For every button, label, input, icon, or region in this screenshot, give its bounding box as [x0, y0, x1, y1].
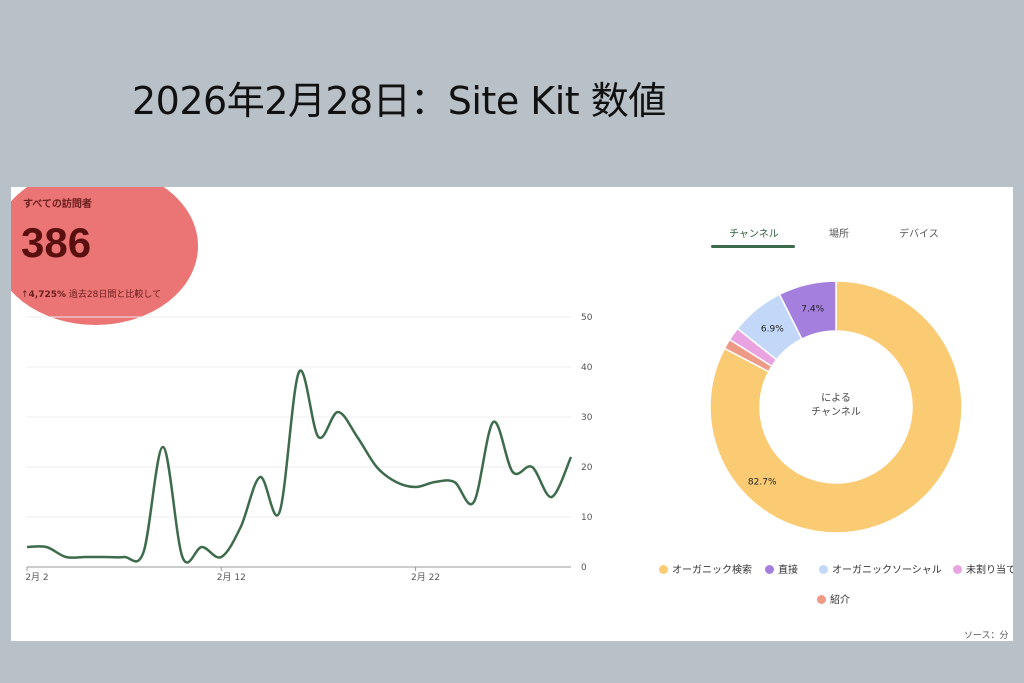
x-tick-label: 2月 22: [411, 572, 440, 583]
x-tick-label: 2月 2: [25, 572, 48, 583]
legend-item-referral[interactable]: 紹介: [817, 591, 850, 606]
legend-label: 紹介: [830, 595, 850, 606]
donut-center-label: チャンネル: [811, 406, 861, 418]
y-tick-label: 20: [581, 463, 593, 473]
legend-item-direct[interactable]: 直接: [765, 561, 798, 576]
analytics-card: すべての訪問者 386 ↑4,725% 過去28日間と比較して 0 10 20 30 4…: [11, 187, 1013, 641]
slice-value-label: 82.7%: [748, 478, 777, 488]
metric-change-pct: 4,725%: [28, 290, 67, 300]
line-chart: 0 10 20 30 40 50 2月 2 2月 12 2月 22: [25, 313, 593, 583]
metric-change: ↑4,725% 過去28日間と比較して: [21, 287, 161, 300]
highlight-ellipse: [11, 187, 198, 325]
legend-swatch: [953, 565, 962, 574]
legend-item-organic-search[interactable]: オーガニック検索: [659, 561, 752, 576]
legend-item-organic-social[interactable]: オーガニックソーシャル: [819, 561, 942, 576]
metric-value: 386: [21, 219, 92, 266]
legend-item-unassigned[interactable]: 未割り当て: [953, 561, 1013, 576]
slice-value-label: 6.9%: [761, 325, 784, 335]
donut-slice: [709, 280, 963, 534]
y-tick-label: 0: [581, 563, 587, 573]
legend-swatch: [819, 565, 828, 574]
legend-swatch: [817, 595, 826, 604]
legend-label: 未割り当て: [966, 565, 1013, 576]
slice-value-label: 7.4%: [801, 305, 824, 315]
tab-channel[interactable]: チャンネル: [729, 229, 779, 240]
legend-label: 直接: [778, 565, 798, 576]
x-tick-label: 2月 12: [217, 572, 246, 583]
y-tick-label: 10: [581, 513, 593, 523]
legend-swatch: [659, 565, 668, 574]
legend-label: オーガニック検索: [672, 565, 752, 576]
y-tick-label: 30: [581, 413, 593, 423]
active-tab-indicator: [711, 245, 795, 248]
legend-swatch: [765, 565, 774, 574]
arrow-up-icon: ↑: [21, 290, 29, 300]
metric-label: すべての訪問者: [23, 199, 92, 210]
legend-label: オーガニックソーシャル: [832, 565, 942, 576]
y-tick-label: 40: [581, 363, 593, 373]
donut-center-label: による: [821, 392, 851, 404]
tab-device[interactable]: デバイス: [899, 229, 939, 240]
donut-slice: [778, 280, 837, 341]
tab-location[interactable]: 場所: [829, 229, 849, 240]
page-title: 2026年2月28日：Site Kit 数値: [132, 79, 666, 123]
source-link[interactable]: ソース：分: [964, 631, 1009, 641]
y-tick-label: 50: [581, 313, 593, 323]
series-line: [26, 369, 573, 564]
dimension-tabs: チャンネル 場所 デバイス: [711, 225, 971, 255]
metric-change-text: 過去28日間と比較して: [68, 290, 162, 300]
